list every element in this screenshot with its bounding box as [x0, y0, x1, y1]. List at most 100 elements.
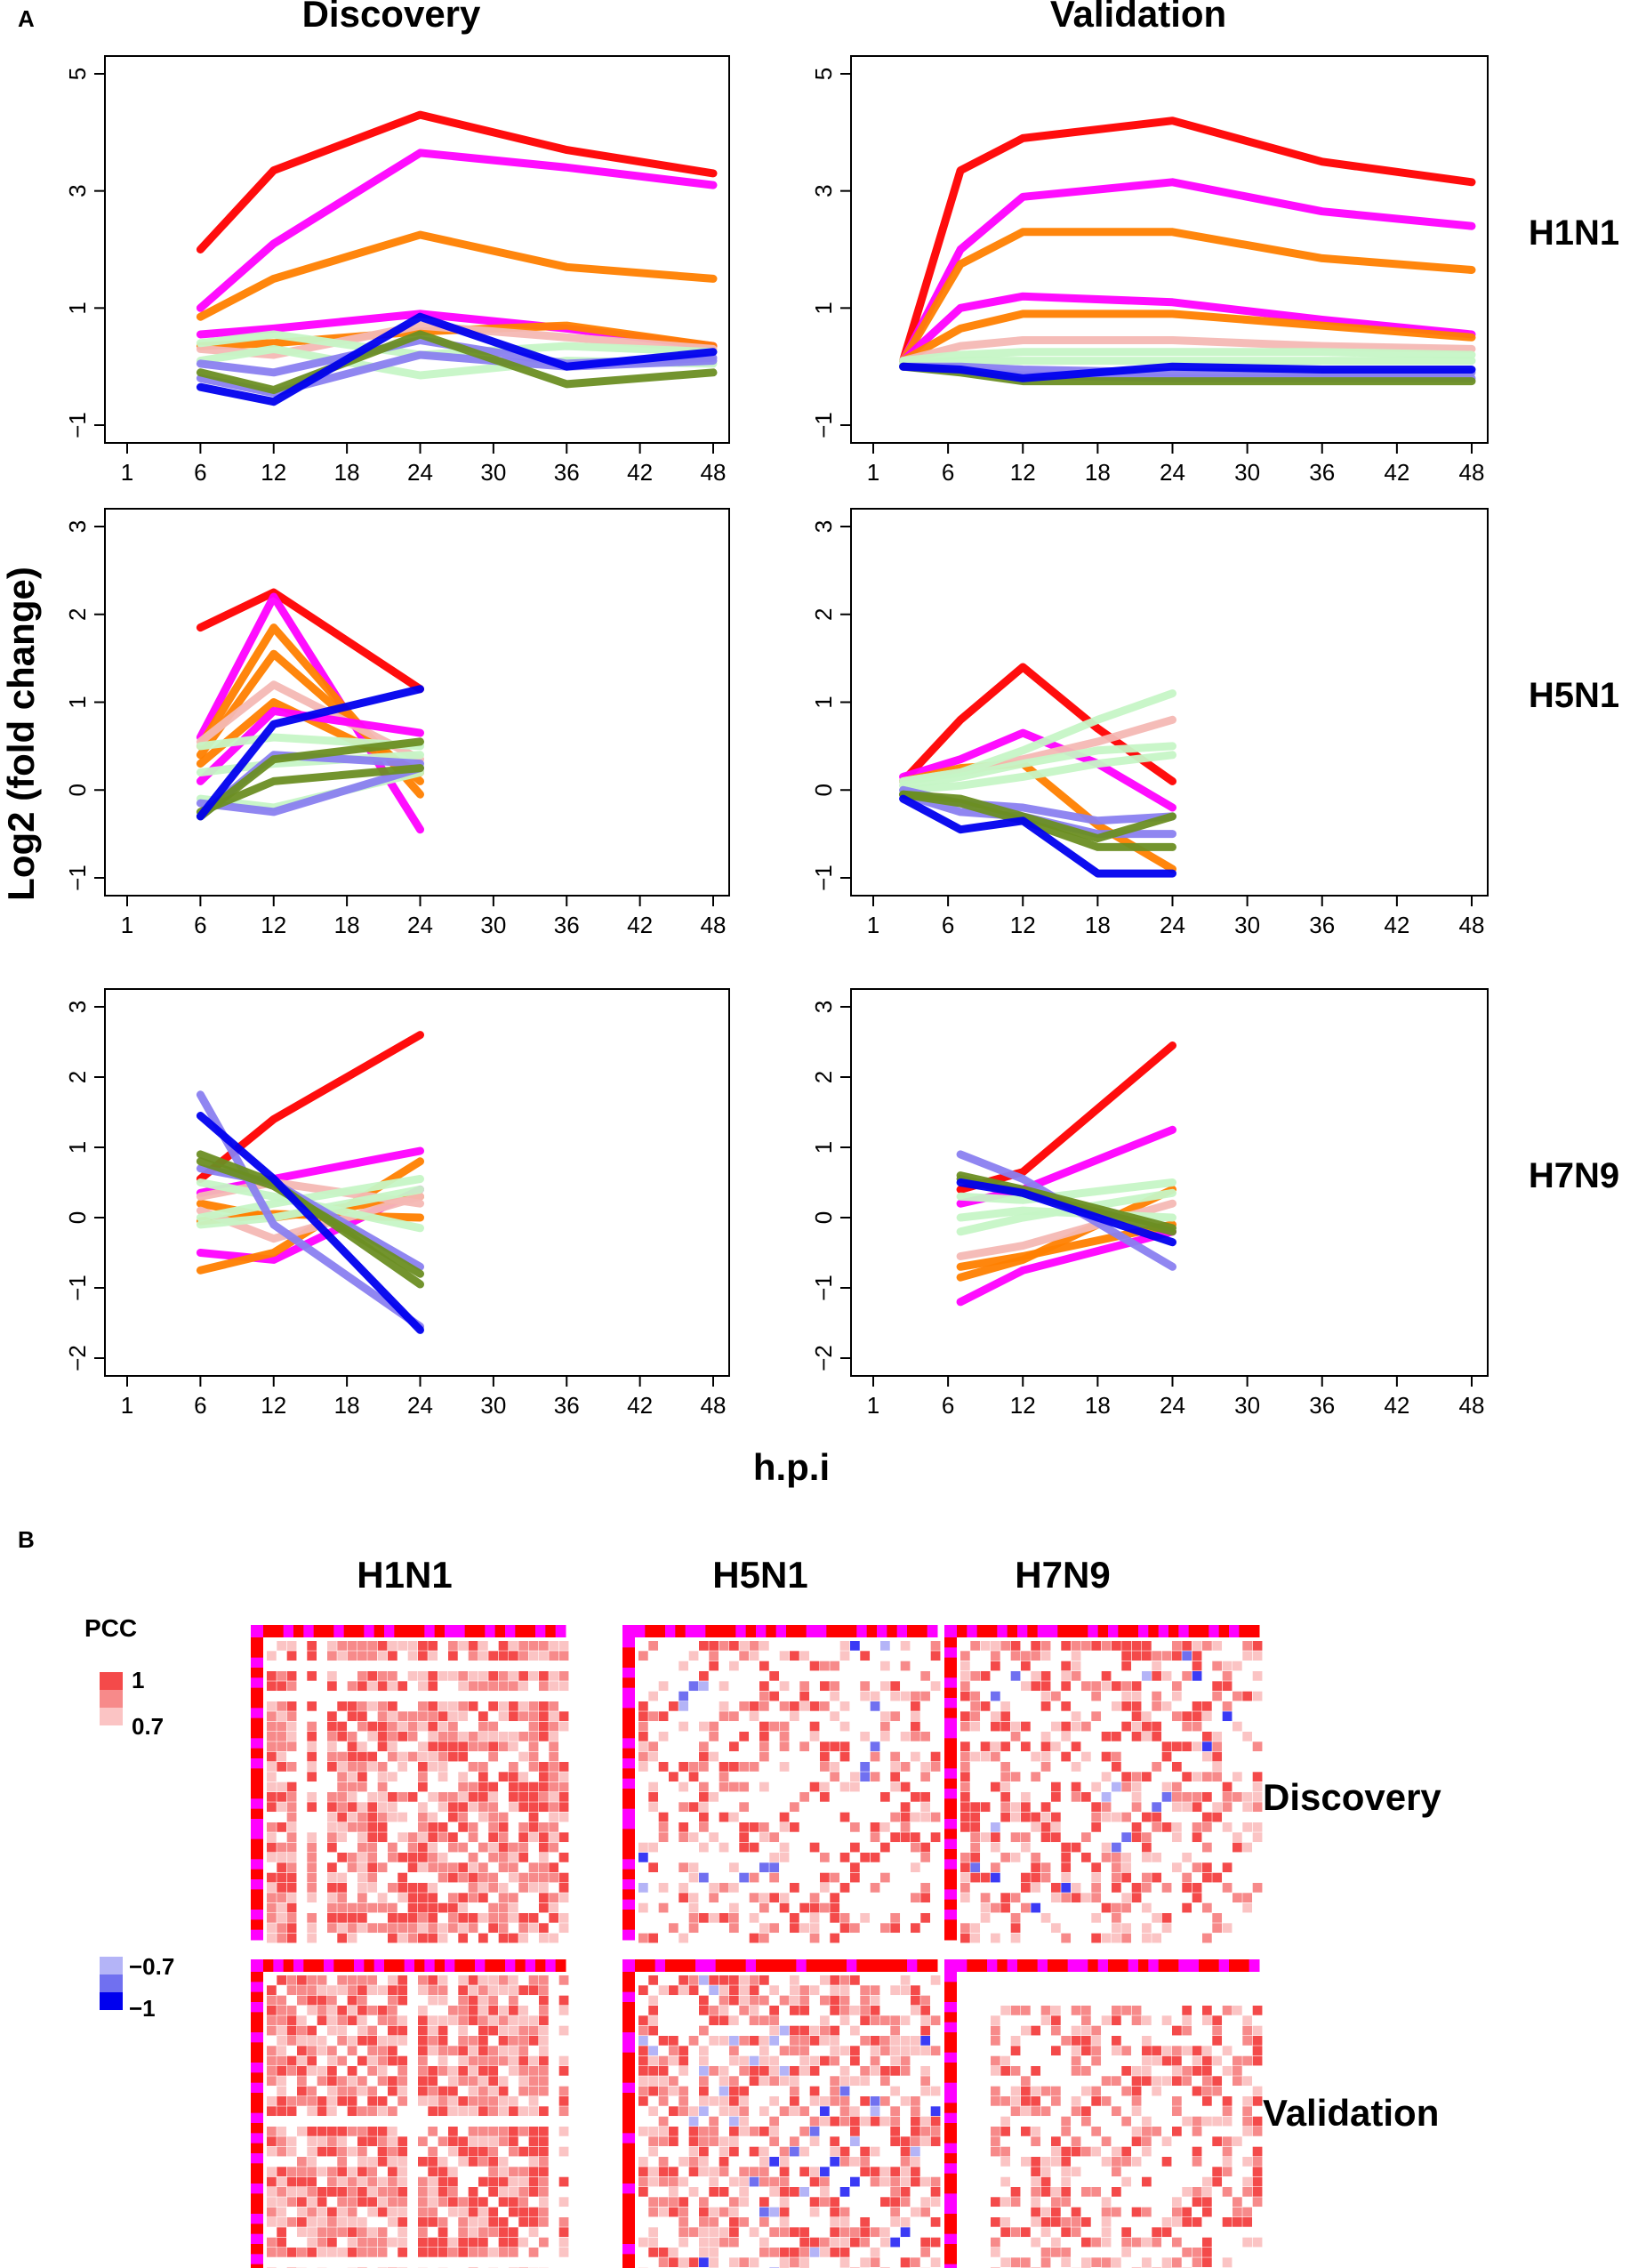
heatmap-cell	[397, 1883, 408, 1893]
heatmap-cell	[1233, 2055, 1242, 2066]
heatmap-cell	[528, 1741, 539, 1752]
annotation-left-cell	[251, 2082, 263, 2094]
annotation-left-cell	[622, 2254, 635, 2265]
heatmap-cell	[428, 2066, 438, 2076]
heatmap-cell	[307, 2237, 317, 2248]
heatmap-cell	[347, 2036, 357, 2046]
heatmap-cell	[377, 1701, 388, 1711]
heatmap-cell	[407, 1893, 418, 1903]
heatmap-cell	[1081, 2025, 1091, 2036]
heatmap-cell	[518, 2197, 529, 2208]
heatmap-cell	[920, 2006, 931, 2015]
heatmap-cell	[448, 2207, 458, 2217]
heatmap-cell	[267, 1985, 277, 1996]
heatmap-cell	[277, 2046, 287, 2056]
heatmap-cell	[1242, 2116, 1253, 2127]
annotation-top-cell	[303, 1625, 315, 1637]
heatmap-cell	[317, 2146, 327, 2157]
heatmap-cell	[790, 2227, 799, 2238]
heatmap-cell	[267, 1772, 277, 1782]
heatmap-cell	[528, 2176, 539, 2187]
heatmap-cell	[367, 2237, 378, 2248]
heatmap-cell	[1081, 2257, 1091, 2268]
annotation-left-cell	[622, 2002, 635, 2013]
heatmap-cell	[357, 1893, 367, 1903]
heatmap-cell	[648, 1792, 659, 1802]
heatmap-cell	[337, 2086, 348, 2096]
annotation-top-cell	[1048, 1625, 1058, 1637]
annotation-top-cell	[364, 1625, 375, 1637]
annotation-top-cell	[333, 1959, 345, 1972]
heatmap-cell	[448, 2197, 458, 2208]
heatmap-cell	[658, 2116, 669, 2127]
heatmap-cell	[277, 2176, 287, 2187]
heatmap-cell	[699, 1872, 709, 1883]
heatmap-cell	[1142, 1933, 1152, 1943]
heatmap-cell	[327, 2237, 337, 2248]
heatmap-cell	[890, 2176, 901, 2187]
heatmap-cell	[1081, 2116, 1091, 2127]
heatmap-cell	[1061, 1862, 1072, 1873]
heatmap-cell	[367, 1641, 378, 1651]
heatmap-cell	[1131, 1781, 1142, 1792]
plot-frame	[850, 988, 1489, 1377]
heatmap-cell	[920, 1883, 931, 1893]
heatmap-cell	[850, 1781, 860, 1792]
heatmap-cell	[407, 1641, 418, 1651]
heatmap-cell	[820, 2015, 830, 2026]
heatmap-cell	[337, 2217, 348, 2227]
series-line-gene-1	[899, 117, 1476, 366]
heatmap-cell	[1212, 2025, 1223, 2036]
heatmap-cell	[699, 1781, 709, 1792]
heatmap-cell	[327, 1913, 337, 1923]
annotation-top-cell	[1057, 1625, 1069, 1637]
heatmap-cell	[729, 2127, 739, 2136]
heatmap-cell	[930, 1751, 941, 1762]
annotation-left-cell	[622, 1637, 635, 1648]
heatmap-cell	[509, 2176, 518, 2187]
heatmap-cell	[277, 1732, 287, 1741]
heatmap-cell	[558, 1893, 569, 1903]
heatmap-cell	[1081, 2006, 1091, 2015]
heatmap-cell	[1061, 2227, 1072, 2238]
heatmap-cell	[1192, 1741, 1202, 1752]
heatmap-cell	[357, 1913, 367, 1923]
heatmap-cell	[397, 2096, 408, 2106]
heatmap-cell	[790, 2076, 799, 2087]
heatmap-cell	[367, 1923, 378, 1934]
heatmap-cell	[307, 1893, 317, 1903]
heatmap-cell	[397, 2055, 408, 2066]
heatmap-cell	[1252, 2237, 1263, 2248]
heatmap-cell	[970, 1923, 981, 1934]
heatmap-cell	[438, 2046, 448, 2056]
heatmap-cell	[638, 1741, 648, 1752]
heatmap-cell	[880, 1681, 890, 1692]
heatmap-cell	[558, 2066, 569, 2076]
heatmap-cell	[377, 2136, 388, 2147]
heatmap-cell	[870, 2227, 880, 2238]
heatmap-cell	[549, 1862, 559, 1873]
annotation-left-cell	[622, 1687, 635, 1699]
heatmap-cell	[930, 2197, 941, 2208]
heatmap-cell	[267, 1732, 277, 1741]
heatmap-cell	[1212, 1802, 1223, 1813]
heatmap-cell	[438, 1721, 448, 1732]
heatmap-cell	[1192, 2055, 1202, 2066]
heatmap-cell	[518, 1923, 529, 1934]
heatmap-cell	[498, 1893, 509, 1903]
heatmap-cell	[428, 1701, 438, 1711]
heatmap-cell	[729, 1641, 739, 1651]
heatmap-cell	[1131, 2207, 1142, 2217]
heatmap-cell	[1112, 1933, 1121, 1943]
heatmap-cell	[920, 2066, 931, 2076]
heatmap-cell	[558, 1995, 569, 2006]
heatmap-cell	[709, 1661, 719, 1671]
heatmap-cell	[388, 2076, 397, 2087]
annotation-top-cell	[816, 1959, 827, 1972]
heatmap-cell	[388, 1671, 397, 1681]
heatmap-cell	[1252, 1802, 1263, 1813]
heatmap-cell	[1031, 1772, 1041, 1782]
heatmap-cell	[367, 2066, 378, 2076]
heatmap-cell	[890, 1812, 901, 1822]
heatmap-cell	[1121, 2046, 1132, 2056]
